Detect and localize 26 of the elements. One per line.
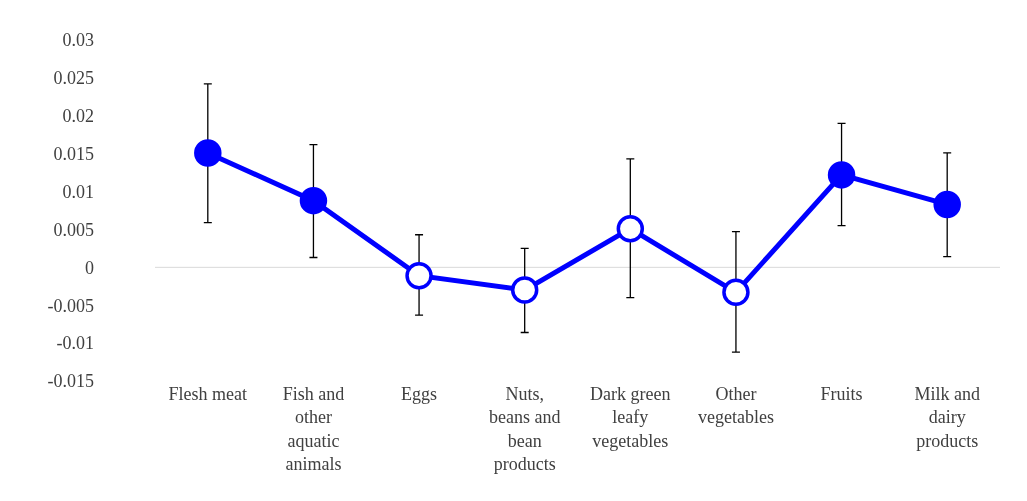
y-tick-label: 0.005	[53, 219, 94, 240]
x-tick-label: Dark green leafy vegetables	[590, 384, 671, 451]
y-tick-label: 0.01	[62, 181, 94, 202]
y-tick-label: -0.01	[56, 333, 94, 354]
point	[299, 186, 328, 215]
point	[722, 278, 750, 307]
point	[616, 214, 645, 243]
y-tick-label: 0.015	[53, 143, 94, 164]
point	[510, 276, 539, 304]
x-tick-label: Fruits	[820, 384, 863, 404]
x-tick-label: Nuts, beans and bean products	[488, 384, 561, 475]
y-tick-label: 0	[85, 257, 94, 278]
point	[194, 139, 222, 167]
x-tick-label: Fish and other aquatic animals	[282, 384, 345, 475]
x-tick-label: Eggs	[401, 384, 438, 404]
y-tick-label: -0.005	[47, 295, 94, 316]
x-tick-label: Flesh meat	[168, 384, 248, 404]
x-tick-label: Other vegetables	[697, 384, 774, 428]
y-tick-label: 0.02	[62, 106, 94, 127]
y-tick-label: 0.03	[62, 30, 94, 51]
y-tick-label: 0.025	[53, 68, 94, 89]
point	[827, 161, 856, 189]
point	[405, 261, 433, 290]
y-tick-label: -0.015	[47, 371, 94, 392]
point	[933, 190, 961, 219]
x-tick-label: Milk and dairy products	[914, 384, 980, 451]
